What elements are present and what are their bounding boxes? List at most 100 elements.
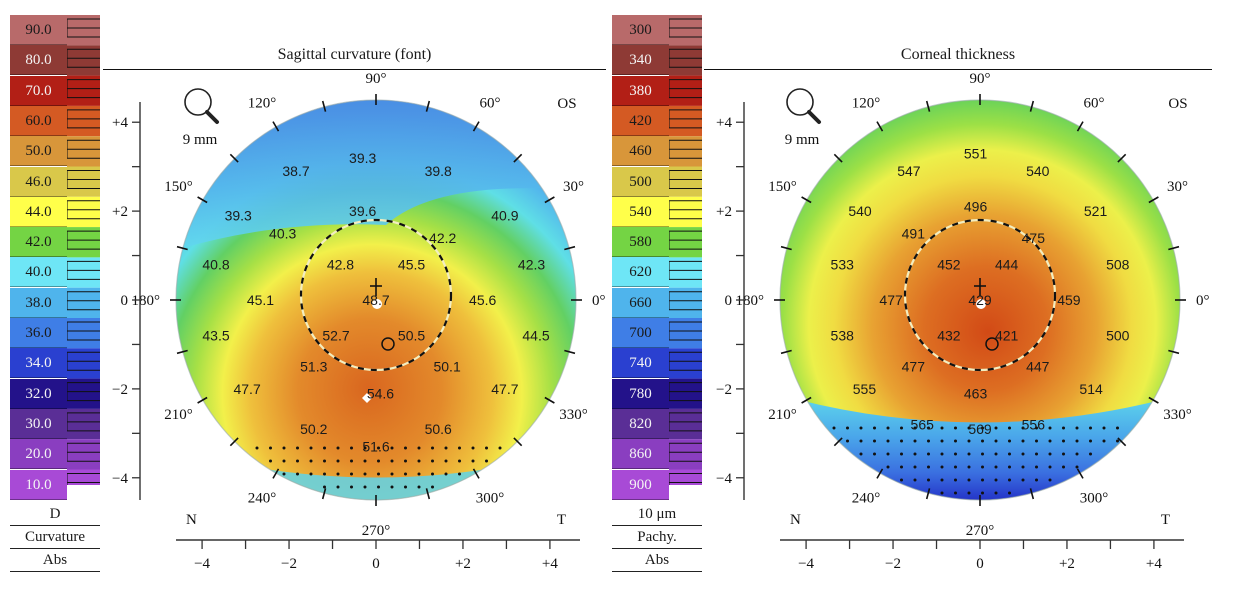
dot bbox=[417, 472, 421, 476]
legend-step-band bbox=[67, 166, 100, 197]
dot bbox=[967, 478, 971, 482]
map-value: 40.3 bbox=[269, 225, 296, 241]
x-tick-label: −4 bbox=[194, 556, 210, 572]
dot bbox=[377, 472, 380, 476]
dot bbox=[940, 491, 944, 495]
angle-tick bbox=[272, 121, 280, 132]
y-tick-label: −2 bbox=[716, 382, 732, 398]
map-value: 463 bbox=[964, 385, 988, 401]
angle-tick bbox=[425, 488, 431, 500]
map-value: 50.5 bbox=[398, 328, 425, 344]
zoom-label: 9 mm bbox=[183, 132, 218, 148]
map-value: 551 bbox=[964, 145, 988, 161]
dot bbox=[1035, 465, 1038, 469]
map-value: 40.8 bbox=[202, 256, 229, 272]
angle-tick bbox=[176, 349, 188, 355]
dot bbox=[269, 446, 272, 450]
legend-swatch: 580 bbox=[612, 227, 669, 258]
angle-tick bbox=[780, 245, 792, 251]
map-value: 508 bbox=[1106, 256, 1130, 272]
dot bbox=[940, 452, 944, 456]
dot bbox=[1062, 452, 1065, 456]
dot bbox=[886, 439, 890, 443]
dot bbox=[390, 485, 394, 489]
x-tick-label: +2 bbox=[1059, 556, 1075, 572]
corneal-thickness-panel: 300 340 380 420 460 500 540 580 620 660 700 740 780 8… bbox=[600, 0, 1234, 594]
legend-swatch: 46.0 bbox=[10, 166, 67, 197]
map-value: 547 bbox=[897, 163, 921, 179]
map-value: 447 bbox=[1026, 359, 1050, 375]
dot bbox=[927, 478, 930, 482]
dot bbox=[1062, 439, 1065, 443]
angle-tick bbox=[544, 396, 555, 404]
angle-label: 330° bbox=[1163, 407, 1192, 423]
dot bbox=[390, 472, 394, 476]
legend-swatch: 32.0 bbox=[10, 378, 67, 409]
dot bbox=[417, 446, 421, 450]
angle-tick bbox=[833, 153, 843, 163]
angle-label: 30° bbox=[1167, 179, 1188, 195]
magnifier-icon[interactable] bbox=[184, 88, 219, 124]
dot bbox=[994, 478, 998, 482]
dot bbox=[363, 446, 367, 450]
dot bbox=[886, 452, 890, 456]
dot bbox=[1062, 465, 1065, 469]
dot bbox=[900, 478, 903, 482]
dot bbox=[404, 446, 407, 450]
dot bbox=[981, 465, 984, 469]
dot bbox=[431, 472, 434, 476]
angle-tick bbox=[1148, 196, 1159, 204]
legend-gradient-steps bbox=[67, 15, 100, 501]
dot bbox=[323, 446, 326, 450]
legend-step-band bbox=[669, 105, 702, 137]
angle-tick bbox=[925, 100, 931, 112]
map-value: 39.3 bbox=[349, 150, 376, 166]
y-tick-label: −4 bbox=[716, 471, 732, 487]
magnifier-icon[interactable] bbox=[786, 88, 821, 124]
legend-step-band bbox=[67, 439, 100, 470]
y-tick-label: 0 bbox=[725, 293, 733, 309]
map-value: 555 bbox=[853, 381, 877, 397]
dot bbox=[940, 465, 944, 469]
legend-swatch: 90.0 bbox=[10, 15, 67, 45]
dot bbox=[1021, 439, 1025, 443]
map-value: 42.2 bbox=[429, 230, 456, 246]
map-value: 521 bbox=[1084, 203, 1108, 219]
dot bbox=[323, 459, 326, 463]
dot bbox=[1048, 452, 1052, 456]
dot bbox=[431, 446, 434, 450]
angle-tick bbox=[1076, 468, 1084, 479]
dot bbox=[913, 439, 917, 443]
y-tick-label: −4 bbox=[112, 471, 128, 487]
angle-label: 30° bbox=[563, 179, 584, 195]
angle-label: 120° bbox=[852, 96, 881, 112]
map-value: 477 bbox=[879, 292, 903, 308]
legend-swatch: 780 bbox=[612, 378, 669, 409]
map-value: 45.1 bbox=[247, 292, 274, 308]
dot bbox=[927, 465, 930, 469]
dot bbox=[954, 426, 957, 430]
angle-label: 270° bbox=[966, 523, 995, 539]
angle-tick bbox=[197, 396, 208, 404]
map-value: 42.3 bbox=[518, 256, 545, 272]
dot bbox=[954, 491, 957, 495]
legend-swatch: 620 bbox=[612, 257, 669, 288]
legend-swatch: 38.0 bbox=[10, 287, 67, 318]
angle-tick bbox=[833, 437, 843, 447]
map-value: 50.6 bbox=[425, 421, 452, 437]
legend-map-type: Curvature bbox=[10, 526, 100, 549]
legend-step-band bbox=[669, 196, 702, 228]
map-value: 459 bbox=[1057, 292, 1081, 308]
map-value: 47.7 bbox=[491, 381, 518, 397]
dot bbox=[954, 439, 957, 443]
x-tick-label: −4 bbox=[798, 556, 814, 572]
dot bbox=[954, 478, 957, 482]
dot bbox=[1048, 465, 1052, 469]
map-value: 565 bbox=[911, 416, 935, 432]
angle-label: 270° bbox=[362, 523, 391, 539]
dot bbox=[296, 446, 299, 450]
dot bbox=[981, 452, 984, 456]
dot bbox=[350, 472, 353, 476]
dot bbox=[954, 465, 957, 469]
map-value: 477 bbox=[902, 359, 926, 375]
